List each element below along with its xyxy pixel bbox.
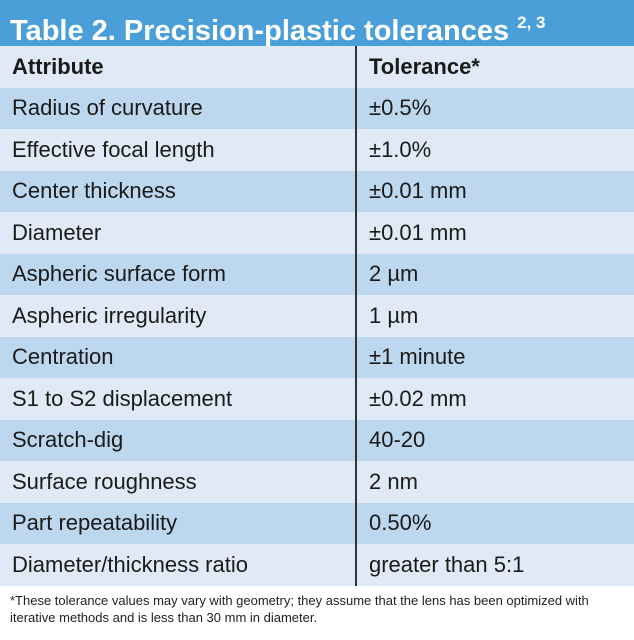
table-row: Diameter/thickness ratio greater than 5:1 <box>0 544 634 586</box>
table-cell: Effective focal length <box>0 129 357 171</box>
title: Table 2. Precision-plastic tolerances <box>10 15 510 47</box>
table-cell: ±0.02 mm <box>356 378 634 420</box>
table-cell: ±0.01 mm <box>356 170 634 212</box>
table-row: Centration ±1 minute <box>0 336 634 378</box>
table-row: Aspheric surface form 2 µm <box>0 253 634 295</box>
table: Attribute Tolerance* Radius of curvature ±0… <box>0 46 634 586</box>
table-cell: ±1.0% <box>356 129 634 171</box>
table-row: Surface roughness 2 nm <box>0 461 634 503</box>
table-cell: Center thickness <box>0 170 357 212</box>
table-cell: Aspheric surface form <box>0 253 357 295</box>
table-cell: 1 µm <box>356 295 634 337</box>
table-cell: 2 nm <box>356 461 634 503</box>
table-cell: S1 to S2 displacement <box>0 378 357 420</box>
title-bar: Table 2. Precision-plastic tolerances 2, … <box>0 0 634 47</box>
header-cell: Attribute <box>0 46 357 88</box>
header-cell: Tolerance* <box>356 46 634 88</box>
table-cell: Centration <box>0 336 357 378</box>
table-row: Part repeatability 0.50% <box>0 502 634 544</box>
table-cell: 40-20 <box>356 419 634 461</box>
table-row: Scratch-dig 40-20 <box>0 419 634 461</box>
table-row: Aspheric irregularity 1 µm <box>0 295 634 337</box>
table-cell: Radius of curvature <box>0 87 357 129</box>
table-cell: Surface roughness <box>0 461 357 503</box>
table-cell: Diameter/thickness ratio <box>0 544 357 586</box>
table-cell: ±0.5% <box>356 87 634 129</box>
table-cell: 2 µm <box>356 253 634 295</box>
table-cell: Diameter <box>0 212 357 254</box>
table-row: Radius of curvature ±0.5% <box>0 87 634 129</box>
table-cell: Aspheric irregularity <box>0 295 357 337</box>
table-cell: ±0.01 mm <box>356 212 634 254</box>
table-cell: ±1 minute <box>356 336 634 378</box>
table-cell: Scratch-dig <box>0 419 357 461</box>
title-superscript: 2, 3 <box>517 13 546 32</box>
table-cell: 0.50% <box>356 502 634 544</box>
footnote: *These tolerance values may vary with ge… <box>10 593 589 625</box>
header-row: Attribute Tolerance* <box>0 46 634 88</box>
table-row: Diameter ±0.01 mm <box>0 212 634 254</box>
table-row: Center thickness ±0.01 mm <box>0 170 634 212</box>
table-row: S1 to S2 displacement ±0.02 mm <box>0 378 634 420</box>
table-cell: greater than 5:1 <box>356 544 634 586</box>
table-cell: Part repeatability <box>0 502 357 544</box>
table-row: Effective focal length ±1.0% <box>0 129 634 171</box>
